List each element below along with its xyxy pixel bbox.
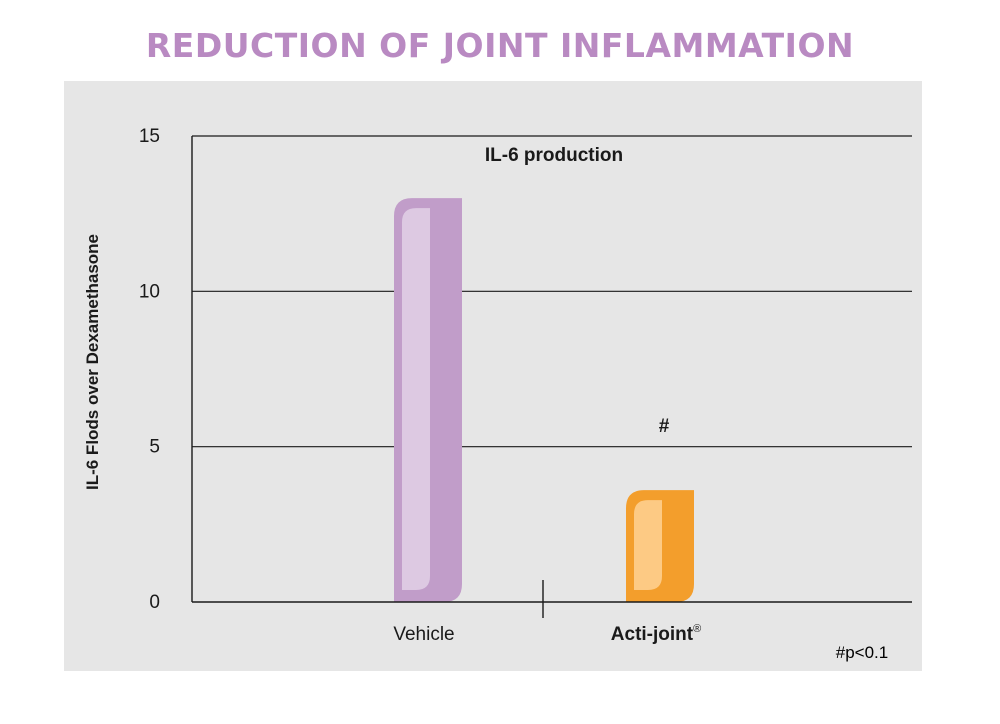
page-title: REDUCTION OF JOINT INFLAMMATION [145,26,855,65]
gridlines [192,135,912,448]
chart-panel [64,81,922,671]
significance-marker: # [659,416,670,437]
y-tick-label: 5 [149,437,160,458]
bars [394,198,694,602]
x-tick-labels: Vehicle Acti-joint® [393,623,701,645]
footnote: #p<0.1 [836,643,888,662]
bar-acti-joint [626,490,694,602]
y-tick-labels: 0 5 10 15 [139,126,160,613]
y-tick-label: 0 [149,592,160,613]
bar-vehicle [394,198,462,602]
registered-mark: ® [693,623,701,635]
bar-highlight [402,208,430,590]
y-axis-label: IL-6 Flods over Dexamethasone [83,234,102,490]
y-tick-label: 10 [139,281,160,302]
bar-annotations: # [659,416,670,437]
x-tick-label-acti-joint: Acti-joint® [611,623,701,645]
bar-highlight [634,500,662,590]
chart-title: IL-6 production [485,145,623,166]
x-tick-label-vehicle: Vehicle [393,624,454,645]
y-tick-label: 15 [139,126,160,147]
